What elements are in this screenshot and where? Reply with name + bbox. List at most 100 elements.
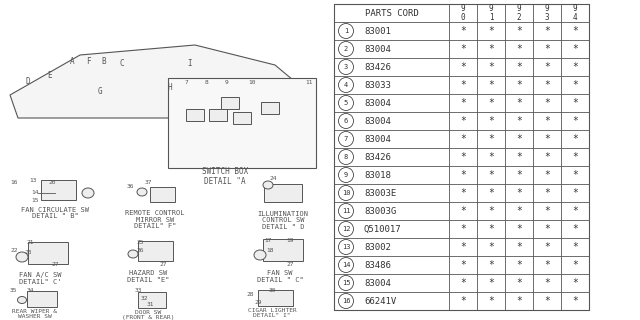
Text: *: * (460, 296, 466, 306)
Text: *: * (516, 188, 522, 198)
Text: 83003E: 83003E (364, 188, 396, 197)
Text: Q510017: Q510017 (364, 225, 402, 234)
Bar (27, 291, 57, 307)
Text: PARTS CORD: PARTS CORD (365, 9, 419, 18)
Text: HAZARD SW
DETAIL "E": HAZARD SW DETAIL "E" (127, 270, 169, 283)
Circle shape (339, 149, 353, 164)
Text: 27: 27 (159, 262, 167, 268)
Text: 2: 2 (344, 46, 348, 52)
Text: 3: 3 (344, 64, 348, 70)
Circle shape (339, 204, 353, 219)
Circle shape (339, 42, 353, 57)
Bar (28, 242, 68, 264)
Ellipse shape (128, 250, 138, 258)
Bar (150, 187, 175, 202)
Text: *: * (460, 26, 466, 36)
Text: 83033: 83033 (364, 81, 391, 90)
Text: *: * (572, 26, 578, 36)
Text: *: * (460, 224, 466, 234)
Text: *: * (488, 134, 494, 144)
Text: *: * (544, 278, 550, 288)
Text: *: * (516, 296, 522, 306)
Text: *: * (488, 260, 494, 270)
Text: *: * (572, 224, 578, 234)
Circle shape (339, 60, 353, 75)
Ellipse shape (82, 188, 94, 198)
Text: *: * (516, 80, 522, 90)
Text: 83426: 83426 (364, 62, 391, 71)
Text: 9
0: 9 0 (461, 4, 465, 22)
Text: 83018: 83018 (364, 171, 391, 180)
Text: 16: 16 (10, 180, 18, 186)
Text: 22: 22 (10, 247, 18, 252)
Text: *: * (488, 278, 494, 288)
Text: REMOTE CONTROL
MIRROR SW
DETAIL" F": REMOTE CONTROL MIRROR SW DETAIL" F" (125, 210, 185, 229)
Text: E: E (48, 71, 52, 81)
Text: 4: 4 (344, 82, 348, 88)
Text: *: * (460, 152, 466, 162)
Text: C: C (120, 60, 124, 68)
Circle shape (339, 95, 353, 110)
Text: 9: 9 (225, 80, 228, 85)
Bar (334, 4, 589, 310)
Text: *: * (544, 26, 550, 36)
Text: *: * (516, 242, 522, 252)
Ellipse shape (254, 250, 266, 260)
Text: 19: 19 (286, 237, 294, 243)
Text: *: * (516, 170, 522, 180)
Text: 15: 15 (342, 280, 350, 286)
Text: 83004: 83004 (364, 278, 391, 287)
Text: *: * (544, 296, 550, 306)
Text: F: F (86, 58, 90, 67)
Text: 10: 10 (342, 190, 350, 196)
Text: 28: 28 (246, 292, 253, 297)
Text: I: I (188, 60, 192, 68)
Text: *: * (572, 188, 578, 198)
Text: 9
2: 9 2 (516, 4, 522, 22)
Text: *: * (544, 242, 550, 252)
Circle shape (339, 23, 353, 38)
Text: *: * (460, 62, 466, 72)
Text: *: * (460, 116, 466, 126)
Text: *: * (460, 188, 466, 198)
Text: *: * (544, 116, 550, 126)
Text: *: * (544, 62, 550, 72)
Text: 83486: 83486 (364, 260, 391, 269)
Text: 9
3: 9 3 (545, 4, 549, 22)
Text: FAN CIRCULATE SW
DETAIL " B": FAN CIRCULATE SW DETAIL " B" (21, 207, 89, 220)
Circle shape (339, 132, 353, 147)
Text: 32: 32 (140, 295, 148, 300)
Bar (257, 290, 292, 306)
Text: H: H (168, 83, 172, 92)
Text: 21: 21 (26, 239, 34, 244)
Text: 83426: 83426 (364, 153, 391, 162)
Text: 8: 8 (205, 80, 209, 85)
Text: 83002: 83002 (364, 243, 391, 252)
Text: 7: 7 (185, 80, 189, 85)
Text: 66241V: 66241V (364, 297, 396, 306)
Text: *: * (572, 98, 578, 108)
Text: 83003G: 83003G (364, 206, 396, 215)
Polygon shape (10, 45, 305, 118)
Text: *: * (516, 224, 522, 234)
Bar (40, 180, 76, 200)
Ellipse shape (16, 252, 28, 262)
Text: *: * (544, 260, 550, 270)
Text: FAN A/C SW
DETAIL" C': FAN A/C SW DETAIL" C' (19, 272, 61, 284)
Text: 24: 24 (269, 175, 276, 180)
Text: 27: 27 (51, 262, 59, 268)
Text: *: * (572, 116, 578, 126)
Bar (186, 109, 204, 121)
Text: *: * (544, 44, 550, 54)
Text: *: * (488, 80, 494, 90)
Text: *: * (488, 44, 494, 54)
Text: *: * (488, 188, 494, 198)
Text: 83001: 83001 (364, 27, 391, 36)
Ellipse shape (137, 188, 147, 196)
Text: 9: 9 (344, 172, 348, 178)
Circle shape (339, 276, 353, 291)
Text: *: * (572, 80, 578, 90)
Text: *: * (488, 170, 494, 180)
Text: *: * (572, 242, 578, 252)
Text: *: * (460, 44, 466, 54)
